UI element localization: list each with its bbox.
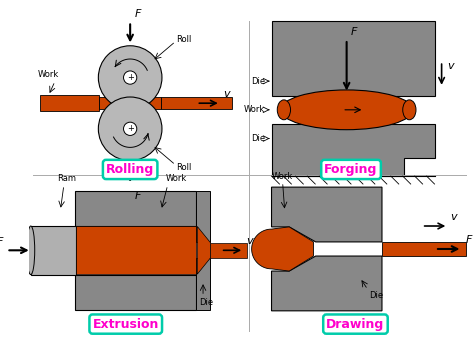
Text: $F$: $F$ xyxy=(465,234,473,246)
Text: Die: Die xyxy=(369,291,383,300)
Text: Extrusion: Extrusion xyxy=(92,318,159,331)
Polygon shape xyxy=(272,22,435,96)
Text: Die: Die xyxy=(251,134,265,143)
Text: Work: Work xyxy=(272,171,293,181)
Text: Work: Work xyxy=(244,105,265,114)
Text: $F$: $F$ xyxy=(134,189,142,201)
Text: $F$: $F$ xyxy=(134,7,142,19)
Ellipse shape xyxy=(280,90,413,130)
Circle shape xyxy=(98,97,162,161)
Text: Die: Die xyxy=(251,77,265,86)
Polygon shape xyxy=(99,97,161,109)
Text: Ram: Ram xyxy=(57,174,76,183)
Polygon shape xyxy=(272,187,382,242)
Text: Drawing: Drawing xyxy=(326,318,384,331)
Circle shape xyxy=(124,71,137,84)
Polygon shape xyxy=(196,258,210,310)
Polygon shape xyxy=(31,226,76,275)
Ellipse shape xyxy=(27,226,35,275)
Polygon shape xyxy=(272,124,435,176)
Polygon shape xyxy=(382,242,466,256)
Circle shape xyxy=(98,46,162,109)
Text: $F$: $F$ xyxy=(350,25,359,37)
Polygon shape xyxy=(161,97,232,109)
Text: Rolling: Rolling xyxy=(106,163,154,176)
Polygon shape xyxy=(210,243,247,258)
Text: +: + xyxy=(127,124,134,133)
Polygon shape xyxy=(75,275,196,310)
Ellipse shape xyxy=(277,100,291,120)
Text: $v$: $v$ xyxy=(223,89,232,99)
Polygon shape xyxy=(40,95,99,111)
Ellipse shape xyxy=(403,100,416,120)
Text: Work: Work xyxy=(37,70,59,79)
Text: Forging: Forging xyxy=(324,163,378,176)
Text: Work: Work xyxy=(165,174,187,183)
Text: +: + xyxy=(127,73,134,82)
Circle shape xyxy=(124,122,137,135)
Polygon shape xyxy=(75,190,196,226)
Text: Die: Die xyxy=(199,298,213,307)
Text: $v$: $v$ xyxy=(447,61,456,71)
Text: $v$: $v$ xyxy=(450,212,459,223)
Text: $v$: $v$ xyxy=(246,236,255,246)
Text: Roll: Roll xyxy=(176,163,192,172)
Polygon shape xyxy=(252,227,313,271)
Text: Roll: Roll xyxy=(176,35,192,44)
Polygon shape xyxy=(196,190,210,242)
Polygon shape xyxy=(197,226,210,274)
Text: $F$: $F$ xyxy=(0,235,4,247)
Polygon shape xyxy=(272,256,382,311)
Polygon shape xyxy=(76,226,196,274)
